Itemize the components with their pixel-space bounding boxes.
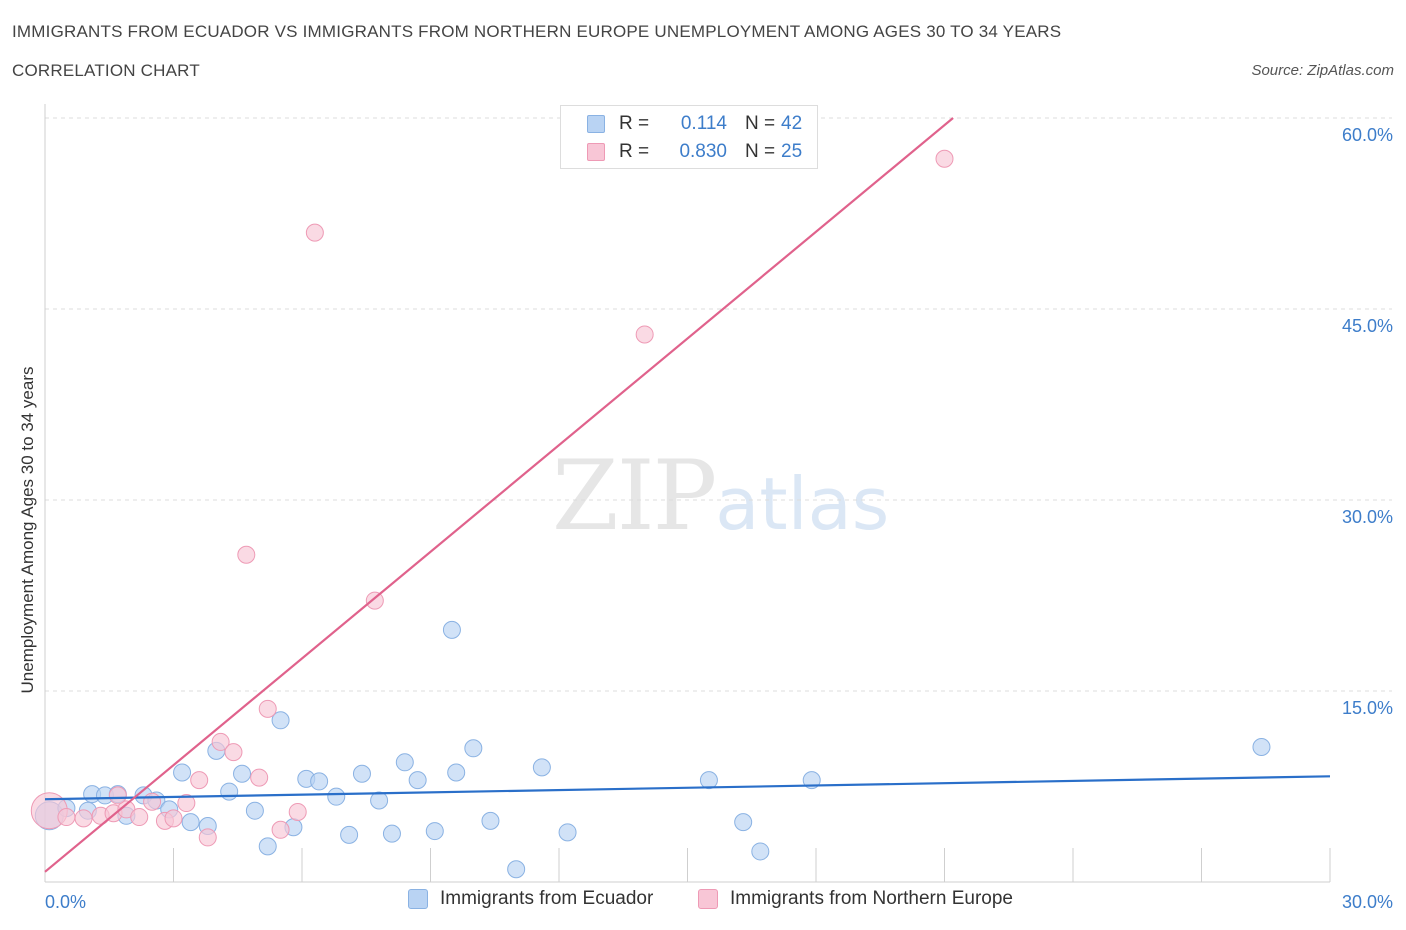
source-label: Source: ZipAtlas.com: [1251, 62, 1394, 79]
legend-swatch-pink: [698, 889, 718, 909]
point-ecuador: [442, 620, 461, 639]
point-northern-europe: [224, 743, 243, 762]
legend-item-ecuador[interactable]: Immigrants from Ecuador: [408, 888, 653, 910]
point-ecuador: [734, 813, 753, 832]
legend-swatch-blue: [587, 115, 605, 133]
point-ecuador: [220, 782, 239, 801]
point-northern-europe: [74, 809, 93, 828]
point-northern-europe: [177, 794, 196, 813]
point-northern-europe: [258, 699, 277, 718]
point-ecuador: [310, 772, 329, 791]
point-ecuador: [447, 763, 466, 782]
watermark-zip: ZIP: [552, 440, 717, 552]
point-northern-europe: [305, 223, 324, 242]
point-ecuador: [340, 825, 359, 844]
y-tick-label: 30.0%: [1342, 507, 1393, 527]
point-northern-europe: [211, 732, 230, 751]
label-layer: 15.0% 30.0% 45.0% 60.0% 0.0% 30.0% Unemploymen…: [18, 125, 1393, 912]
point-northern-europe: [250, 768, 269, 787]
point-northern-europe: [271, 820, 290, 839]
y-axis-label: Unemployment Among Ages 30 to 34 years: [18, 367, 37, 694]
point-ecuador: [507, 860, 526, 879]
grid-layer: [45, 117, 1392, 692]
legend-item-northern-europe[interactable]: Immigrants from Northern Europe: [698, 888, 1013, 910]
y-tick-label: 60.0%: [1342, 125, 1393, 145]
point-northern-europe: [365, 591, 384, 610]
legend-n-value: 25: [781, 141, 803, 162]
legend-r-label: R =: [619, 141, 650, 162]
point-ecuador: [425, 822, 444, 841]
point-northern-europe: [164, 809, 183, 828]
point-ecuador: [395, 753, 414, 772]
point-northern-europe: [237, 545, 256, 564]
legend-item-label: Immigrants from Ecuador: [440, 888, 654, 909]
legend-n-label: N =: [745, 113, 776, 134]
point-ecuador: [408, 771, 427, 790]
point-ecuador: [245, 801, 264, 820]
point-northern-europe: [288, 802, 307, 821]
x-tick-label: 30.0%: [1342, 892, 1393, 912]
legend-n-label: N =: [745, 141, 776, 162]
y-tick-label: 15.0%: [1342, 698, 1393, 718]
point-ecuador: [352, 764, 371, 783]
chart-title: IMMIGRANTS FROM ECUADOR VS IMMIGRANTS FR…: [12, 22, 1062, 41]
watermark: ZIPatlas: [552, 440, 889, 552]
legend-n-value: 42: [781, 113, 803, 134]
legend-row-northern-europe: R = 0.830 N = 25: [587, 140, 802, 164]
legend-r-value: 0.114: [680, 113, 727, 134]
legend-item-label: Immigrants from Northern Europe: [730, 888, 1013, 909]
point-ecuador: [258, 837, 277, 856]
point-ecuador: [464, 739, 483, 758]
series-legend: Immigrants from Ecuador Immigrants from …: [0, 888, 1406, 916]
axis-layer: [44, 104, 1331, 883]
point-northern-europe: [108, 786, 127, 805]
x-tick-label: 0.0%: [45, 892, 86, 912]
point-ecuador: [327, 787, 346, 806]
legend-swatch-blue: [408, 889, 428, 909]
point-ecuador: [532, 758, 551, 777]
point-ecuador: [382, 824, 401, 843]
point-ecuador: [370, 791, 389, 810]
legend-r-value: 0.830: [679, 141, 727, 162]
point-ecuador: [481, 811, 500, 830]
point-northern-europe: [57, 808, 76, 827]
point-northern-europe: [143, 792, 162, 811]
legend-swatch-pink: [587, 143, 605, 161]
point-ecuador: [699, 771, 718, 790]
point-ecuador: [181, 813, 200, 832]
y-tick-label: 45.0%: [1342, 316, 1393, 336]
point-ecuador: [233, 764, 252, 783]
point-northern-europe: [130, 808, 149, 827]
legend-row-ecuador: R = 0.114 N = 42: [587, 112, 802, 136]
point-ecuador: [271, 711, 290, 730]
trend-line-ecuador: [44, 775, 1331, 801]
watermark-atlas: atlas: [715, 462, 890, 546]
point-ecuador: [1252, 738, 1271, 757]
point-northern-europe: [935, 149, 954, 168]
point-ecuador: [173, 763, 192, 782]
point-ecuador: [751, 842, 770, 861]
point-northern-europe: [635, 325, 654, 344]
chart-subtitle: CORRELATION CHART: [12, 61, 200, 80]
trend-line-northern-europe: [44, 117, 954, 873]
point-northern-europe: [198, 828, 217, 847]
trend-layer: [44, 117, 1331, 873]
points-layer: [30, 149, 1271, 879]
point-ecuador: [558, 823, 577, 842]
legend-r-label: R =: [619, 113, 650, 134]
stats-legend: R = 0.114 N = 42 R = 0.830 N = 25: [560, 105, 818, 169]
point-northern-europe: [190, 771, 209, 790]
